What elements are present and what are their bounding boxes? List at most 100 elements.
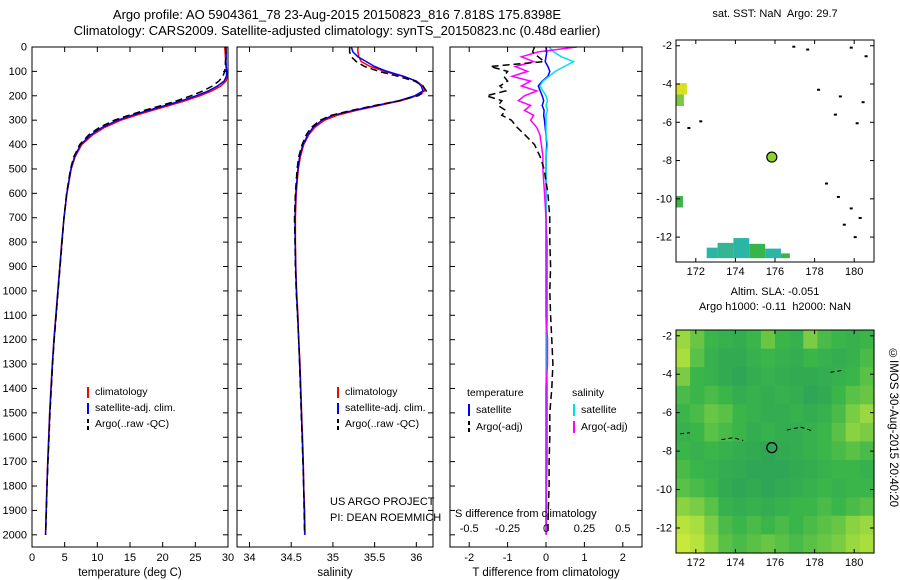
sla-cell xyxy=(676,385,691,405)
sla-cell xyxy=(704,460,719,480)
s-tick-label: 0.5 xyxy=(615,523,630,535)
sla-cell xyxy=(775,348,790,368)
island-speck xyxy=(855,122,859,125)
legend-label: satellite xyxy=(476,404,512,416)
lat-tick-label: -10 xyxy=(656,193,672,205)
s-tick-label: -0.25 xyxy=(495,523,520,535)
sla-cell xyxy=(690,441,705,461)
sst-patch xyxy=(676,195,683,208)
sla-cell xyxy=(718,515,734,535)
sla-cell xyxy=(676,515,691,535)
legend-label: satellite-adj. clim. xyxy=(95,402,176,414)
sla-cell xyxy=(831,404,847,424)
sla-cell xyxy=(732,348,748,368)
figure-title-line1: Argo profile: AO 5904361_78 23-Aug-2015 … xyxy=(112,7,562,22)
sla-cell xyxy=(690,515,705,535)
sla-cell xyxy=(831,422,847,443)
sla-cell xyxy=(817,460,833,480)
sla-cell xyxy=(831,478,847,498)
sst-patch xyxy=(765,248,781,259)
sla-cell xyxy=(859,367,875,387)
sla-cell xyxy=(845,497,861,517)
sla-cell xyxy=(803,330,818,350)
sla-cell xyxy=(704,404,719,424)
sla-cell xyxy=(803,367,818,387)
island-speck xyxy=(853,236,857,239)
x-tick-label: 5 xyxy=(62,552,68,564)
depth-tick-label: 1900 xyxy=(3,505,27,517)
x-tick-label: 0 xyxy=(29,552,35,564)
sla-cell xyxy=(718,422,734,443)
depth-tick-label: 1100 xyxy=(3,310,27,322)
x-tick-label: 35.5 xyxy=(364,552,385,564)
sla-cell xyxy=(859,515,875,535)
sla-cell xyxy=(732,404,748,424)
legend-header: temperature xyxy=(467,387,524,399)
island-speck xyxy=(699,120,703,123)
lon-tick-label: 180 xyxy=(845,266,863,278)
depth-tick-label: 600 xyxy=(9,188,27,200)
sla-cell xyxy=(775,515,790,535)
sla-cell xyxy=(690,385,705,405)
sla-cell xyxy=(831,515,847,535)
sla-cell xyxy=(789,348,804,368)
sla-cell xyxy=(817,422,833,443)
sla-cell xyxy=(676,404,691,424)
salinity-profile-series-argo-raw xyxy=(293,47,428,535)
sla-cell xyxy=(704,348,719,368)
sla-cell xyxy=(859,385,875,405)
sla-cell xyxy=(760,367,776,387)
depth-tick-label: 400 xyxy=(9,139,27,151)
sla-cell xyxy=(676,367,691,387)
sst-patch xyxy=(749,243,766,259)
depth-tick-label: 1700 xyxy=(3,456,27,468)
sla-cell xyxy=(732,460,748,480)
sla-cell xyxy=(676,534,691,554)
sla-cell xyxy=(831,460,847,480)
sst-patch xyxy=(780,253,790,259)
sla-cell xyxy=(775,441,790,461)
sla-cell xyxy=(845,515,861,535)
depth-tick-label: 2000 xyxy=(3,529,27,541)
sla-cell xyxy=(789,460,804,480)
legend-label: Argo(-adj) xyxy=(476,421,523,433)
sla-cell xyxy=(690,348,705,368)
island-speck xyxy=(858,216,862,219)
sla-cell xyxy=(817,534,833,554)
lat-tick-label: -4 xyxy=(662,369,672,381)
sla-cell xyxy=(676,330,691,350)
sla-cell xyxy=(746,367,762,387)
sla-cell xyxy=(704,330,719,350)
lat-tick-label: -4 xyxy=(662,79,672,91)
lat-tick-label: -12 xyxy=(656,523,672,535)
sla-cell xyxy=(831,534,847,554)
sla-cell xyxy=(746,404,762,424)
sla-cell xyxy=(789,515,804,535)
sla-cell xyxy=(718,367,734,387)
sla-cell xyxy=(704,515,719,535)
sla-cell xyxy=(732,534,748,554)
sla-cell xyxy=(690,478,705,498)
depth-tick-label: 1000 xyxy=(3,285,27,297)
sla-cell xyxy=(718,441,734,461)
sla-cell xyxy=(789,534,804,554)
sla-cell xyxy=(789,385,804,405)
sla-cell xyxy=(718,330,734,350)
sla-cell xyxy=(775,534,790,554)
sla-cell xyxy=(817,497,833,517)
sla-cell xyxy=(760,478,776,498)
sla-cell xyxy=(732,330,748,350)
sla-cell xyxy=(789,478,804,498)
sla-cell xyxy=(690,367,705,387)
depth-tick-label: 1300 xyxy=(3,359,27,371)
sla-cell xyxy=(817,478,833,498)
temperature-profile-xlabel: temperature (deg C) xyxy=(78,567,182,579)
sla-cell xyxy=(859,460,875,480)
sla-cell xyxy=(845,422,861,443)
sla-cell xyxy=(817,367,833,387)
sla-cell xyxy=(704,367,719,387)
sla-cell xyxy=(803,348,818,368)
lon-tick-label: 178 xyxy=(805,266,823,278)
sla-cell xyxy=(704,385,719,405)
sla-cell xyxy=(789,497,804,517)
